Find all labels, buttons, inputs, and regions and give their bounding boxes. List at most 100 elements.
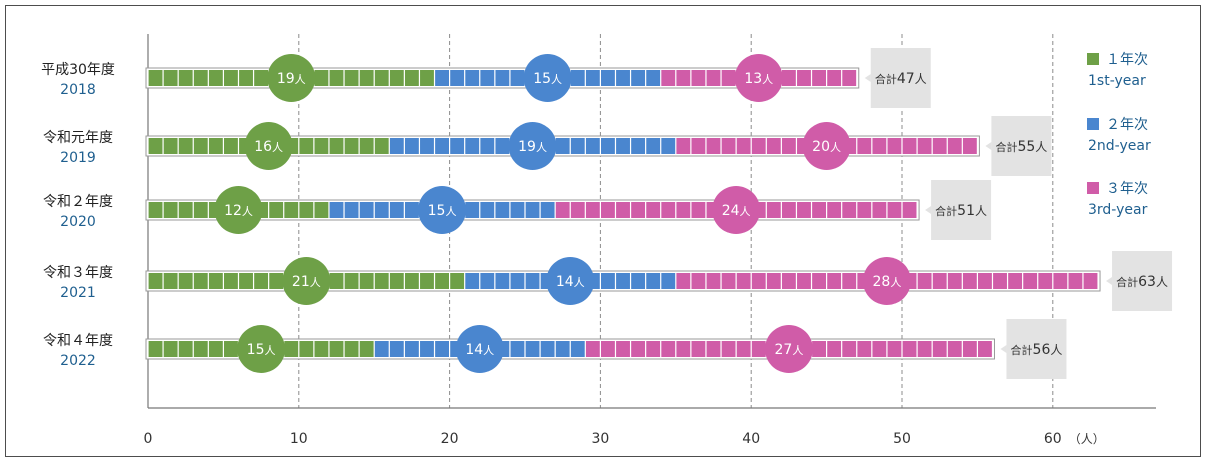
bar-unit bbox=[193, 202, 208, 218]
total-callout-pointer bbox=[925, 206, 932, 214]
bar-unit bbox=[224, 341, 238, 357]
legend-label-en: 2nd-year bbox=[1088, 138, 1151, 154]
value-number: 14 bbox=[465, 342, 483, 358]
bar-unit bbox=[646, 273, 661, 289]
bar-unit bbox=[691, 70, 706, 86]
value-unit: 人 bbox=[445, 205, 456, 218]
bar-unit bbox=[601, 341, 615, 357]
bar-unit bbox=[329, 341, 344, 357]
bar-unit bbox=[706, 341, 721, 357]
value-bubble: 27人 bbox=[764, 325, 813, 373]
total-unit: 人 bbox=[1035, 140, 1047, 154]
value-number: 15 bbox=[533, 71, 551, 87]
bar-unit bbox=[193, 341, 208, 357]
total-label: 合計63人 bbox=[1116, 274, 1168, 290]
bar-unit bbox=[646, 341, 661, 357]
bar-unit bbox=[736, 341, 751, 357]
bar-unit bbox=[540, 341, 555, 357]
category-label-ja: 平成30年度 bbox=[41, 62, 115, 78]
legend-swatch bbox=[1087, 53, 1099, 65]
bar-unit bbox=[374, 202, 389, 218]
x-axis-unit-label: （人） bbox=[1069, 432, 1105, 446]
value-number: 15 bbox=[247, 342, 265, 358]
bar-unit bbox=[450, 138, 465, 154]
bar-unit bbox=[812, 202, 826, 218]
bar-unit bbox=[420, 138, 434, 154]
x-tick-label: 30 bbox=[591, 431, 609, 447]
value-label: 16人 bbox=[254, 139, 283, 155]
value-label: 15人 bbox=[428, 203, 457, 219]
bar-unit bbox=[857, 341, 872, 357]
bar-segment-3rd-year bbox=[676, 273, 1098, 289]
bar-unit bbox=[872, 202, 887, 218]
value-bubble-circle bbox=[802, 122, 851, 170]
bar-unit bbox=[344, 273, 359, 289]
bar-unit bbox=[239, 70, 253, 86]
bar-unit bbox=[616, 202, 630, 218]
bar-unit bbox=[570, 70, 585, 86]
value-bubble: 15人 bbox=[523, 54, 572, 102]
bar-unit bbox=[842, 341, 857, 357]
bar-unit bbox=[676, 138, 691, 154]
category-label-year: 2019 bbox=[60, 150, 96, 166]
bar-unit bbox=[932, 138, 947, 154]
legend-swatch bbox=[1087, 118, 1099, 130]
bar-unit bbox=[178, 202, 193, 218]
bar-unit bbox=[585, 341, 600, 357]
value-number: 15 bbox=[428, 203, 446, 219]
category-label-year: 2021 bbox=[60, 285, 96, 301]
value-bubble-circle bbox=[418, 186, 467, 234]
bar-unit bbox=[1023, 273, 1038, 289]
bar-unit bbox=[812, 273, 826, 289]
bar-unit bbox=[465, 138, 480, 154]
value-unit: 人 bbox=[740, 205, 751, 218]
bar-unit bbox=[1038, 273, 1053, 289]
value-bubble-circle bbox=[523, 54, 572, 102]
value-unit: 人 bbox=[536, 141, 547, 154]
bar-unit bbox=[781, 138, 796, 154]
x-tick-label: 50 bbox=[893, 431, 911, 447]
bar-unit bbox=[284, 202, 299, 218]
legend-label-ja: １年次 bbox=[1106, 52, 1148, 68]
bar-unit bbox=[299, 138, 314, 154]
bar-unit bbox=[465, 202, 480, 218]
total-label: 合計47人 bbox=[875, 71, 927, 87]
category-label-ja: 令和４年度 bbox=[43, 333, 113, 349]
bar-unit bbox=[178, 341, 193, 357]
total-prefix: 合計 bbox=[995, 140, 1017, 154]
bar-unit bbox=[178, 273, 193, 289]
total-unit: 人 bbox=[975, 204, 987, 218]
bar-unit bbox=[404, 138, 419, 154]
bar-unit bbox=[661, 70, 676, 86]
total-prefix: 合計 bbox=[1011, 343, 1033, 357]
bar-unit bbox=[555, 341, 570, 357]
bar-unit bbox=[706, 273, 721, 289]
bar-unit bbox=[465, 273, 480, 289]
x-tick-label: 0 bbox=[144, 431, 153, 447]
bar-unit bbox=[661, 138, 676, 154]
total-prefix: 合計 bbox=[875, 72, 897, 86]
bar-unit bbox=[797, 273, 811, 289]
legend-item-3rd-year: ３年次 3rd-year bbox=[1087, 181, 1148, 218]
category-label-year: 2018 bbox=[60, 82, 96, 98]
value-bubble-circle bbox=[508, 122, 557, 170]
bar-unit bbox=[495, 202, 510, 218]
bar-unit bbox=[404, 273, 419, 289]
bar-unit bbox=[736, 273, 751, 289]
bar-unit bbox=[495, 273, 510, 289]
bar-unit bbox=[781, 273, 796, 289]
value-bubble: 16人 bbox=[244, 122, 293, 170]
total-callout-box bbox=[931, 180, 992, 240]
bar-unit bbox=[706, 70, 721, 86]
value-unit: 人 bbox=[295, 73, 306, 86]
bar-unit bbox=[193, 273, 208, 289]
bar-unit bbox=[978, 341, 992, 357]
value-number: 21 bbox=[292, 274, 310, 290]
bar-unit bbox=[359, 202, 374, 218]
bar-unit bbox=[450, 70, 465, 86]
x-tick-label: 20 bbox=[441, 431, 459, 447]
value-label: 19人 bbox=[277, 71, 306, 87]
total-label: 合計56人 bbox=[1011, 342, 1063, 358]
bar-unit bbox=[962, 273, 977, 289]
bar-unit bbox=[721, 273, 736, 289]
